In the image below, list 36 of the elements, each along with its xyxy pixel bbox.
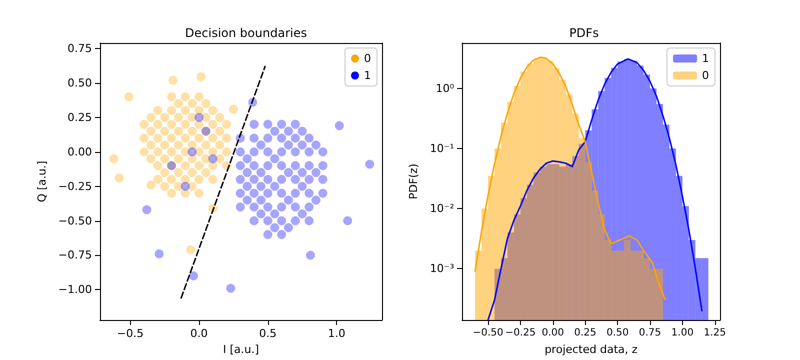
x-tick-label: 0.50 bbox=[606, 328, 629, 338]
y-tick-label: 0.50 bbox=[68, 76, 92, 90]
x-tick-label: 0.00 bbox=[542, 328, 564, 338]
legend-label: 1 bbox=[702, 52, 709, 65]
x-tick-label: 0.5 bbox=[259, 327, 277, 340]
y-tick-label: 10⁻² bbox=[430, 202, 454, 216]
y-tick-label: 0.25 bbox=[68, 110, 92, 124]
y-axis-title: PDF(z) bbox=[407, 164, 420, 200]
y-tick-label: −1.00 bbox=[58, 283, 92, 296]
y-tick-label: 0.00 bbox=[68, 145, 92, 158]
legend-label: 1 bbox=[364, 69, 371, 82]
x-tick-label: 1.25 bbox=[704, 328, 726, 338]
legend-label: 0 bbox=[702, 69, 709, 82]
x-tick-label: −0.50 bbox=[472, 328, 504, 338]
chart-title: PDFs bbox=[569, 26, 599, 40]
legend-label: 0 bbox=[364, 52, 371, 65]
line-series bbox=[474, 56, 666, 300]
x-tick-label: 0.25 bbox=[574, 328, 596, 338]
y-tick-label: −0.75 bbox=[58, 248, 92, 262]
x-tick-label: 0.0 bbox=[190, 327, 208, 340]
x-tick-label: 1.0 bbox=[328, 327, 346, 340]
x-tick-label: −0.25 bbox=[505, 328, 536, 338]
y-tick-label: 10⁰ bbox=[436, 82, 455, 95]
x-tick-label: 0.75 bbox=[638, 328, 662, 338]
x-tick-label: −0.5 bbox=[116, 327, 144, 340]
x-axis-title: I [a.u.] bbox=[222, 343, 260, 356]
y-tick-label: 0.75 bbox=[68, 42, 92, 56]
x-tick-label: 1.00 bbox=[671, 328, 694, 338]
line-series bbox=[487, 58, 703, 321]
y-tick-label: −0.50 bbox=[58, 214, 92, 228]
y-tick-label: −0.25 bbox=[58, 180, 92, 193]
y-axis-title: Q [a.u.] bbox=[35, 160, 48, 202]
y-tick-label: 10⁻¹ bbox=[430, 142, 454, 156]
x-axis-title: projected data, z bbox=[544, 343, 638, 356]
chart-title: Decision boundaries bbox=[185, 26, 307, 40]
y-tick-label: 10⁻³ bbox=[430, 262, 454, 276]
